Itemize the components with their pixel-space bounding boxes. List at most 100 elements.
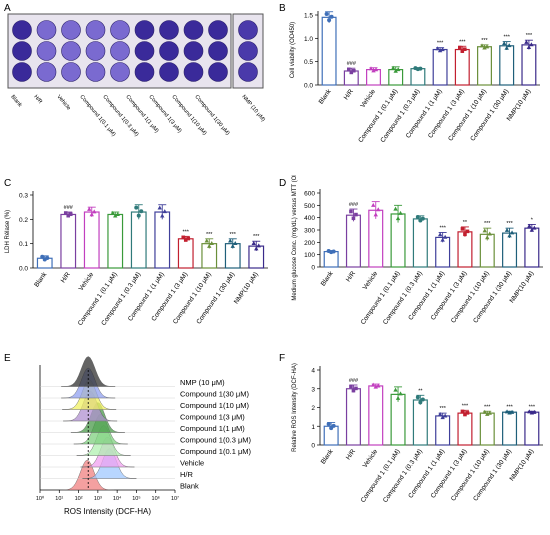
legend-label: Compound 1(0.3 μM) <box>180 436 252 445</box>
y-tick-label: 1.0 <box>304 36 313 43</box>
panel-c: C 0.0 0.1 0.2 0.3 LDH Rélase (%) Blank ### H/R V… <box>0 175 275 350</box>
data-point <box>233 240 238 245</box>
plate-well <box>183 20 204 40</box>
data-point <box>115 212 120 217</box>
significance-label: *** <box>503 35 510 41</box>
x-tick-label: 10² <box>75 496 83 502</box>
significance-label: ** <box>463 220 468 226</box>
x-tick-label: Compound 1 (0.1 μM) <box>357 88 399 144</box>
data-point <box>420 397 425 402</box>
data-point <box>415 215 420 220</box>
data-point <box>509 230 515 235</box>
data-point <box>251 240 256 245</box>
significance-label: *** <box>484 404 491 410</box>
x-tick-label: 10⁶ <box>152 495 160 502</box>
bar <box>321 16 337 86</box>
bar <box>479 412 495 446</box>
data-point <box>487 410 492 415</box>
data-point <box>40 254 45 259</box>
data-point <box>524 39 529 44</box>
data-point <box>181 235 186 240</box>
plate-well <box>61 20 81 40</box>
data-point <box>349 209 353 214</box>
x-tick-label: H/R <box>345 270 357 283</box>
significance-label: *** <box>230 232 237 238</box>
y-tick-label: 0.1 <box>19 241 28 248</box>
x-tick-label: Compound 1 (0.3 μM) <box>382 448 424 504</box>
plate-well <box>110 20 130 40</box>
legend-label: Compound 1(30 μM) <box>180 390 249 399</box>
data-point <box>482 45 487 50</box>
significance-label: *** <box>484 221 491 227</box>
bar <box>177 238 194 269</box>
bar <box>60 213 77 269</box>
plate-well <box>12 41 32 61</box>
data-point <box>256 243 261 248</box>
data-point <box>230 243 235 248</box>
bar <box>154 211 171 269</box>
significance-label: *** <box>529 404 536 410</box>
chart-e: 10⁰ 10¹ 10² 10³ 10⁴ 10⁵ 10⁶ 10⁷ ROS Intensity (D… <box>36 356 252 516</box>
bar <box>454 48 470 86</box>
data-point <box>532 409 537 414</box>
significance-label: ### <box>349 202 359 208</box>
bar <box>107 213 124 269</box>
y-axis-label: Medium glucose Conc. (mg/dL) versus MTT … <box>292 175 298 301</box>
data-point <box>351 388 356 393</box>
significance-label: ### <box>347 61 357 67</box>
plate-well <box>238 20 258 40</box>
significance-label: *** <box>439 406 446 412</box>
data-point <box>349 384 353 389</box>
data-point <box>485 235 490 240</box>
bar <box>345 388 361 446</box>
significance-label: ** <box>418 388 423 394</box>
data-point <box>162 209 167 214</box>
data-point <box>45 256 50 261</box>
data-point <box>209 240 214 245</box>
y-tick-label: 400 <box>304 215 315 222</box>
data-point <box>463 412 467 417</box>
y-tick-label: 200 <box>304 240 315 247</box>
x-tick-label: 10¹ <box>55 496 63 502</box>
y-tick-label: 0 <box>311 265 315 272</box>
plate-well <box>85 20 106 40</box>
panel-e: E 10⁰ 10¹ 10² 10³ 10⁴ 10⁵ 10⁶ 10⁷ ROS Intensity … <box>0 350 275 535</box>
data-point <box>254 246 259 251</box>
bar <box>412 399 428 446</box>
data-point <box>329 14 334 19</box>
y-tick-label: 300 <box>304 228 315 235</box>
data-point <box>371 68 376 73</box>
panel-a: A Blank H/R Vehicle Compound 1(0.1 μM) C… <box>0 0 270 170</box>
x-tick-label: Vehicle <box>78 271 96 292</box>
x-tick-label: H/R <box>345 448 357 461</box>
y-tick-label: 2 <box>311 405 315 412</box>
plate-well <box>61 62 81 82</box>
plate-well <box>134 41 155 61</box>
plate-well <box>36 41 57 61</box>
x-tick-label: H/R <box>60 271 72 284</box>
x-tick-label: NMP(10 μM) <box>509 270 536 304</box>
x-tick-label: 10⁷ <box>171 495 179 502</box>
x-tick-label: Blank <box>33 271 48 289</box>
data-point <box>352 68 356 73</box>
data-point <box>418 66 423 71</box>
legend-label: H/R <box>180 470 194 479</box>
data-point <box>373 384 378 389</box>
data-point <box>331 249 336 254</box>
plate-well <box>159 20 179 40</box>
bar <box>499 45 515 86</box>
bar <box>502 411 518 446</box>
y-tick-label: 4 <box>311 368 315 375</box>
chart-b: 0.0 0.5 1.0 1.5 Cell viability (OD450) Blank #… <box>290 11 540 144</box>
x-axis-label: ROS Intensity (DCF-HA) <box>64 507 151 516</box>
data-point <box>395 395 401 400</box>
data-point <box>327 18 332 23</box>
data-point <box>465 229 470 234</box>
bar <box>435 415 451 446</box>
data-point <box>331 423 336 428</box>
panel-label-c: C <box>4 178 12 189</box>
x-tick-label: Compound 1 (0.3 μM) <box>379 88 421 144</box>
data-point <box>136 213 141 218</box>
y-tick-label: 0.2 <box>19 217 28 224</box>
data-point <box>458 45 462 50</box>
